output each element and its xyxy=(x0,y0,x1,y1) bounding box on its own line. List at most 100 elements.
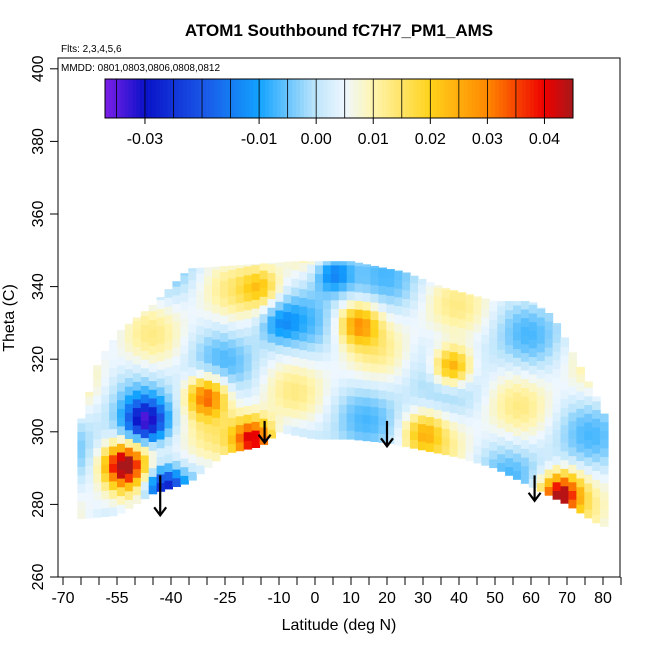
heatmap-cell xyxy=(505,379,514,389)
heatmap-cell xyxy=(394,323,403,333)
heatmap-cell xyxy=(600,456,609,466)
heatmap-cell xyxy=(243,440,253,450)
heatmap-cell xyxy=(212,347,221,357)
heatmap-cell xyxy=(259,331,269,341)
heatmap-cell xyxy=(251,299,261,309)
heatmap-cell xyxy=(156,308,166,318)
heatmap-cell xyxy=(560,477,569,487)
heatmap-cell xyxy=(132,459,142,470)
heatmap-cell xyxy=(307,412,316,422)
heatmap-cell xyxy=(212,312,221,322)
heatmap-cell xyxy=(520,422,530,432)
heatmap-cell xyxy=(180,309,189,320)
heatmap-cell xyxy=(600,447,609,458)
heatmap-cell xyxy=(267,376,276,387)
heatmap-cell xyxy=(536,465,546,475)
heatmap-cell xyxy=(196,299,205,309)
heatmap-cell xyxy=(117,338,126,348)
heatmap-cell xyxy=(520,378,530,388)
heatmap-cell xyxy=(418,406,427,416)
heatmap-cell xyxy=(544,425,554,435)
heatmap-cell xyxy=(386,321,395,331)
heatmap-cell xyxy=(220,437,229,447)
heatmap-cell xyxy=(354,265,364,275)
colorbar-swatch xyxy=(284,79,289,118)
colorbar-swatch xyxy=(319,79,324,118)
heatmap-cell xyxy=(220,306,229,316)
heatmap-cell xyxy=(196,351,205,361)
heatmap-cell xyxy=(544,460,554,470)
heatmap-cell xyxy=(156,325,166,335)
heatmap-cell xyxy=(370,406,379,416)
colorbar-tick-label: 0.00 xyxy=(301,131,332,148)
heatmap-cell xyxy=(77,422,86,432)
heatmap-cell xyxy=(544,408,554,418)
heatmap-cell xyxy=(101,472,110,483)
dates-note: MMDD: 0801,0803,0806,0808,0812 xyxy=(61,63,220,74)
heatmap-cell xyxy=(140,472,150,482)
heatmap-cell xyxy=(513,374,522,384)
heatmap-cell xyxy=(346,351,356,362)
heatmap-cell xyxy=(505,457,514,468)
heatmap-cell xyxy=(148,363,158,373)
colorbar-swatch xyxy=(479,79,484,118)
heatmap-cell xyxy=(600,439,609,449)
colorbar-swatch xyxy=(374,79,379,118)
heatmap-cell xyxy=(85,395,94,406)
heatmap-cell xyxy=(536,377,546,388)
heatmap-cell xyxy=(148,476,158,486)
heatmap-cell xyxy=(291,374,300,384)
heatmap-cell xyxy=(481,421,490,431)
heatmap-cell xyxy=(307,325,316,335)
heatmap-cell xyxy=(544,442,554,453)
heatmap-cell xyxy=(425,372,435,383)
heatmap-cell xyxy=(140,367,150,378)
heatmap-cell xyxy=(164,436,173,446)
heatmap-cell xyxy=(505,344,514,354)
heatmap-cell xyxy=(418,319,427,329)
heatmap-cell xyxy=(552,333,562,343)
heatmap-cell xyxy=(520,335,530,345)
heatmap-cell xyxy=(520,430,530,441)
heatmap-cell xyxy=(148,397,158,408)
heatmap-cell xyxy=(338,378,348,388)
heatmap-cell xyxy=(77,418,86,424)
colorbar-swatch xyxy=(537,79,543,118)
heatmap-cell xyxy=(338,317,348,327)
heatmap-cell xyxy=(552,342,562,352)
heatmap-cell xyxy=(362,405,371,416)
heatmap-cell xyxy=(156,297,166,301)
heatmap-cell xyxy=(117,382,126,392)
heatmap-cell xyxy=(449,438,459,448)
heatmap-cell xyxy=(212,286,221,296)
heatmap-cell xyxy=(117,469,126,479)
heatmap-cell xyxy=(528,417,538,427)
heatmap-cell xyxy=(338,273,348,283)
heatmap-cell xyxy=(93,403,102,414)
colorbar-swatch xyxy=(229,79,235,118)
heatmap-cell xyxy=(172,320,181,331)
heatmap-cell xyxy=(172,281,181,287)
colorbar-swatch xyxy=(261,79,266,118)
colorbar-swatch xyxy=(389,79,395,118)
heatmap-cell xyxy=(346,282,356,292)
heatmap-cell xyxy=(465,364,474,374)
colorbar-swatch xyxy=(487,79,492,118)
heatmap-cell xyxy=(441,341,451,351)
heatmap-cell xyxy=(449,369,459,379)
heatmap-cell xyxy=(117,460,126,470)
heatmap-cell xyxy=(544,338,554,348)
heatmap-cell xyxy=(489,345,498,355)
heatmap-cell xyxy=(552,412,562,422)
heatmap-cell xyxy=(402,324,411,334)
heatmap-cell xyxy=(220,266,229,273)
heatmap-cell xyxy=(227,417,237,427)
heatmap-cell xyxy=(465,451,474,461)
heatmap-cell xyxy=(418,353,427,364)
heatmap-cell xyxy=(299,349,308,359)
heatmap-cell xyxy=(196,377,205,388)
colorbar-swatch xyxy=(237,79,242,118)
heatmap-cell xyxy=(386,304,395,314)
heatmap-cell xyxy=(386,269,395,270)
x-tick-label: 70 xyxy=(558,590,576,607)
